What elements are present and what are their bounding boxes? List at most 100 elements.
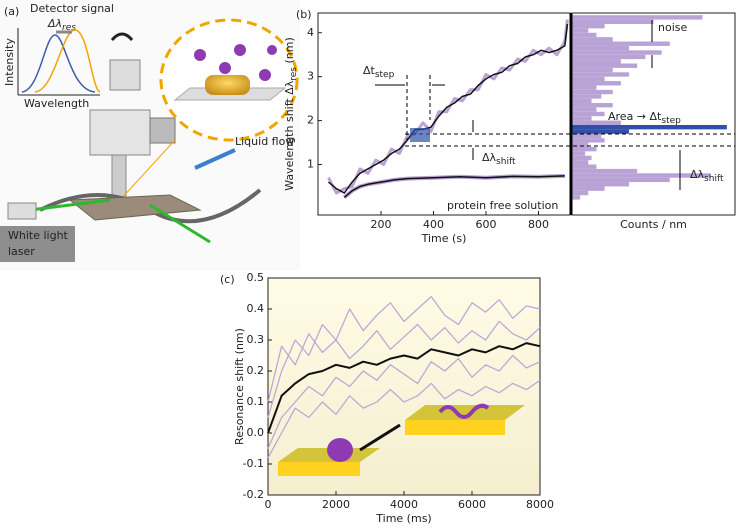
illustration: (a) Detector signal Δλres Intensity Wave… (0, 0, 300, 270)
laser (7, 202, 37, 220)
y-axis-label: Resonance shift (nm) (233, 328, 246, 445)
hist-bar (572, 28, 589, 33)
label-bg (0, 226, 75, 262)
x-tick-label: 600 (476, 218, 497, 231)
noise-label: noise (658, 21, 687, 34)
hist-bar (572, 195, 581, 200)
protein-free-label-part: protein free solution (447, 199, 558, 212)
dt-label-part: Δt (363, 64, 376, 77)
hist-bar (572, 111, 605, 117)
data-line (267, 354, 541, 449)
panel-label: (b) (296, 8, 312, 21)
area-label-part: Area → Δt (608, 110, 662, 123)
hist-bar (572, 81, 621, 86)
hist-bar (572, 103, 613, 108)
y-tick-label: 0.3 (247, 333, 265, 346)
protein (259, 69, 271, 81)
y-tick-label: 0.2 (247, 364, 265, 377)
panel-label: (a) (4, 5, 19, 18)
hist-bar (572, 94, 602, 99)
x-tick-label: 6000 (458, 498, 486, 511)
data-line (267, 342, 541, 434)
hist-bar (572, 177, 670, 183)
hist-bar (572, 186, 605, 191)
hist-bar (572, 50, 662, 55)
hist-bar (572, 67, 613, 73)
data-line (267, 320, 541, 403)
x-tick-label: 400 (423, 218, 444, 231)
dl-label-part: Δλ (482, 151, 497, 164)
hist-bar (572, 107, 597, 112)
hist-bar (572, 164, 597, 169)
area-label-sub: step (661, 116, 681, 126)
hist-bar (572, 54, 646, 60)
hist-bar (572, 15, 703, 20)
y-label-text: Wavelength shift Δλ (283, 80, 296, 191)
data-line (343, 175, 565, 198)
y-tick-label: 3 (307, 70, 314, 83)
data-line (267, 379, 541, 459)
hist-bar (572, 133, 602, 139)
zoom-line (119, 139, 176, 201)
dl-label-sub: shift (496, 157, 516, 167)
hist-bar (572, 85, 597, 90)
hist-bar (572, 37, 613, 42)
hist-bar (572, 72, 630, 77)
protein (194, 49, 206, 61)
laser-beam (29, 198, 111, 212)
y-tick-label: 1 (307, 158, 314, 171)
y-tick-label: 0.1 (247, 395, 265, 408)
y-tick-label: 0.5 (247, 271, 265, 284)
unfolded-protein (438, 403, 490, 419)
y-tick-label: -0.2 (243, 488, 264, 501)
x-axis-label: Time (ms) (375, 512, 431, 525)
hist-bar (572, 160, 589, 165)
hist-bar (572, 142, 589, 147)
hist-bar (572, 173, 711, 178)
y-axis-label: Wavelength shift Δλres (nm) (283, 37, 299, 191)
dl-label: Δλshift (690, 168, 724, 184)
protein-free-label: protein free solution (447, 199, 558, 212)
arrow (359, 423, 401, 452)
area-label: Area → Δtstep (608, 110, 681, 126)
microscope (89, 109, 151, 156)
delta-label: Δλres (47, 17, 76, 33)
hist-bar (572, 138, 605, 143)
hist-bar (572, 19, 654, 24)
flow-arrow (194, 148, 236, 170)
step-highlight (410, 128, 430, 142)
hist-bar (572, 23, 605, 29)
intensity-label: Intensity (3, 38, 16, 86)
block-side (278, 462, 360, 476)
y-tick-label: 0.4 (247, 302, 265, 315)
y-tick-label: 0.0 (247, 426, 265, 439)
hist-bar (572, 98, 592, 104)
laser-beam (149, 203, 211, 244)
y-tick-label: 2 (307, 114, 314, 127)
hist-bar (572, 155, 592, 161)
panel-label: (c) (220, 273, 235, 286)
dt-label-sub: step (375, 70, 395, 80)
dl-label-part: Δλ (690, 168, 705, 181)
noise-label-part: noise (658, 21, 687, 34)
spectrum-blue (21, 34, 96, 93)
x-tick-label: 0 (265, 498, 272, 511)
hist-bar (572, 45, 630, 51)
wavelength-label: Wavelength (24, 97, 89, 110)
x-tick-label: 200 (371, 218, 392, 231)
dl-label: Δλshift (482, 151, 516, 167)
y-tick-label: 4 (307, 26, 314, 39)
hist-bar (572, 124, 727, 130)
hist-bar (572, 116, 592, 121)
flow-label: Liquid flow (235, 135, 294, 148)
hist-bar (572, 63, 638, 68)
y-label-sub: res (289, 67, 299, 81)
y-label-text: Resonance shift (nm) (233, 328, 246, 445)
block-side (405, 420, 505, 435)
delta-sub: res (62, 23, 76, 33)
spectrum-orange (34, 29, 101, 93)
protein (327, 438, 353, 462)
protein (234, 44, 246, 56)
resonator (205, 75, 250, 95)
microscope-arm (149, 117, 176, 144)
